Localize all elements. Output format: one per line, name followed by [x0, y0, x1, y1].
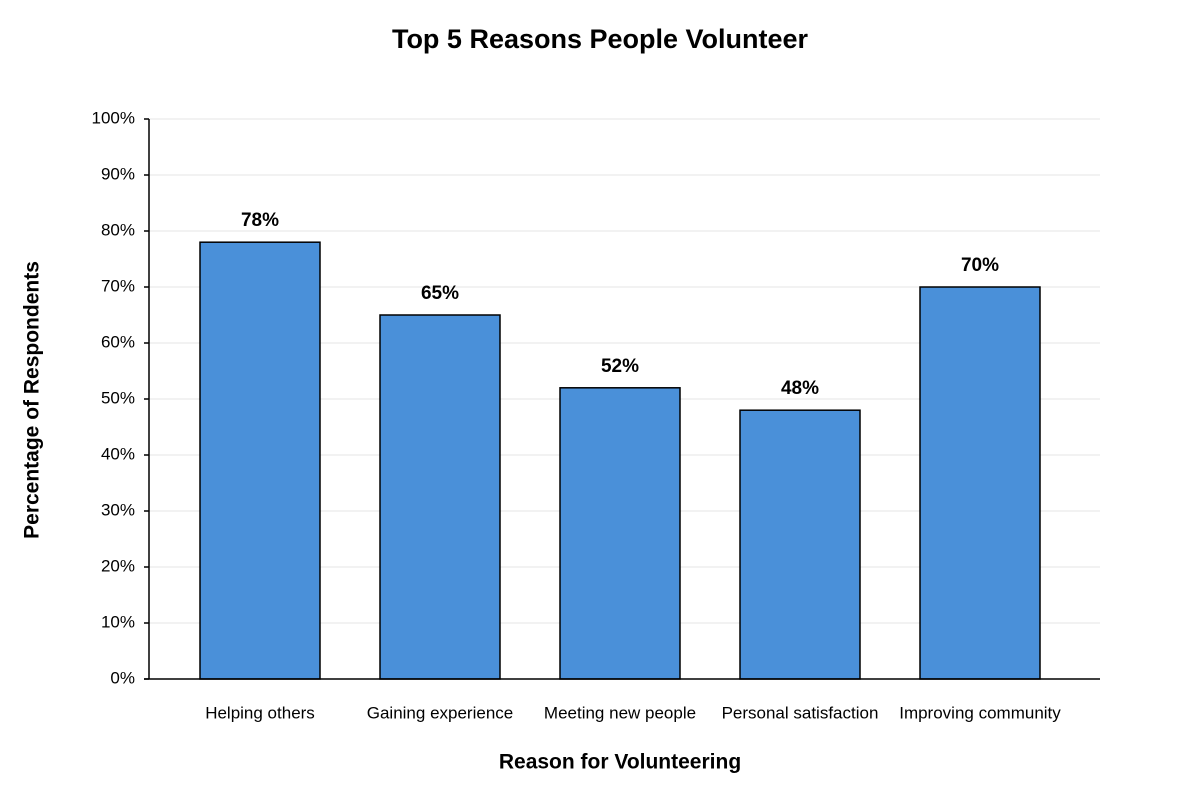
x-tick-label: Personal satisfaction — [722, 703, 879, 722]
chart-title: Top 5 Reasons People Volunteer — [392, 24, 809, 54]
y-tick-label: 90% — [101, 164, 135, 183]
bar — [559, 387, 681, 680]
y-tick-label: 20% — [101, 556, 135, 575]
x-tick-label: Gaining experience — [367, 703, 513, 722]
bar — [379, 314, 501, 680]
y-axis-label: Percentage of Respondents — [21, 261, 44, 539]
x-tick-label: Improving community — [899, 703, 1061, 722]
bar — [919, 286, 1041, 680]
y-tick-label: 100% — [92, 108, 135, 127]
bar — [199, 241, 321, 680]
value-label: 52% — [601, 356, 639, 377]
y-tick-label: 0% — [110, 668, 135, 687]
y-tick-label: 70% — [101, 276, 135, 295]
y-tick-label: 10% — [101, 612, 135, 631]
y-tick-label: 50% — [101, 388, 135, 407]
value-label: 48% — [781, 378, 819, 399]
y-tick-label: 40% — [101, 444, 135, 463]
x-tick-label: Helping others — [205, 703, 315, 722]
x-tick-label: Meeting new people — [544, 703, 696, 722]
y-tick-label: 60% — [101, 332, 135, 351]
bar — [739, 409, 861, 680]
y-tick-label: 80% — [101, 220, 135, 239]
value-label: 78% — [241, 210, 279, 231]
y-tick-label: 30% — [101, 500, 135, 519]
x-axis-label: Reason for Volunteering — [499, 751, 741, 774]
value-label: 70% — [961, 255, 999, 276]
value-label: 65% — [421, 283, 459, 304]
